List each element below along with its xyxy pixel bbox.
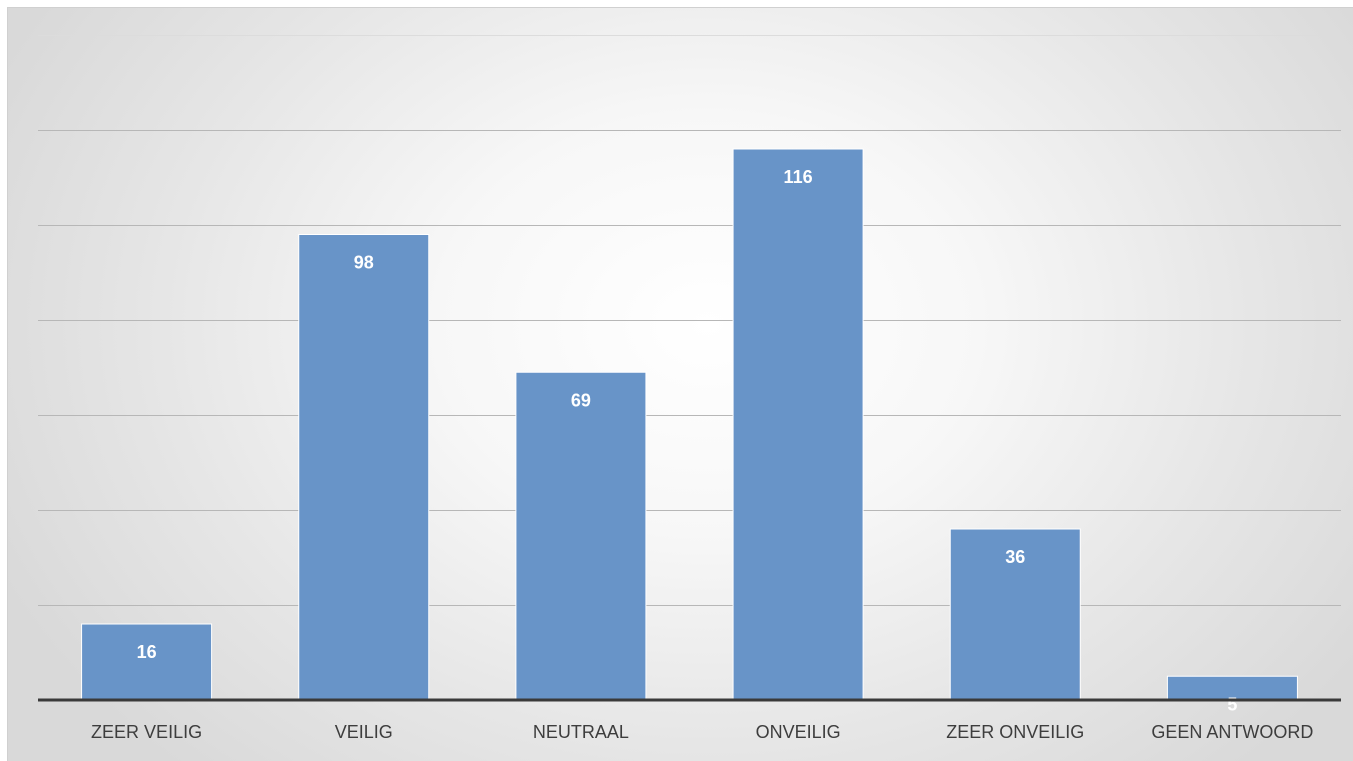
x-tick-label: GEEN ANTWOORD [1151, 722, 1313, 742]
x-tick-label: ZEER ONVEILIG [946, 722, 1084, 742]
bar [949, 528, 1081, 701]
data-label: 69 [571, 390, 591, 410]
gridlines [38, 35, 1341, 606]
data-label: 36 [1005, 547, 1025, 567]
x-tick-label: ZEER VEILIG [91, 722, 202, 742]
data-labels: 16 98 69 116 36 5 [137, 167, 1238, 714]
bars [81, 148, 1298, 701]
chart-area [7, 7, 1353, 761]
data-label: 98 [354, 253, 374, 273]
x-tick-label: ONVEILIG [756, 722, 841, 742]
bar [298, 234, 430, 701]
data-label: 116 [784, 167, 813, 187]
data-label: 16 [137, 642, 157, 662]
x-tick-label: VEILIG [335, 722, 393, 742]
bar [515, 371, 647, 701]
x-tick-labels: ZEER VEILIG VEILIG NEUTRAAL ONVEILIG ZEER ON… [91, 722, 1313, 742]
data-label: 5 [1227, 694, 1237, 714]
bar [81, 623, 213, 701]
x-tick-label: NEUTRAAL [533, 722, 629, 742]
bar [732, 148, 864, 701]
